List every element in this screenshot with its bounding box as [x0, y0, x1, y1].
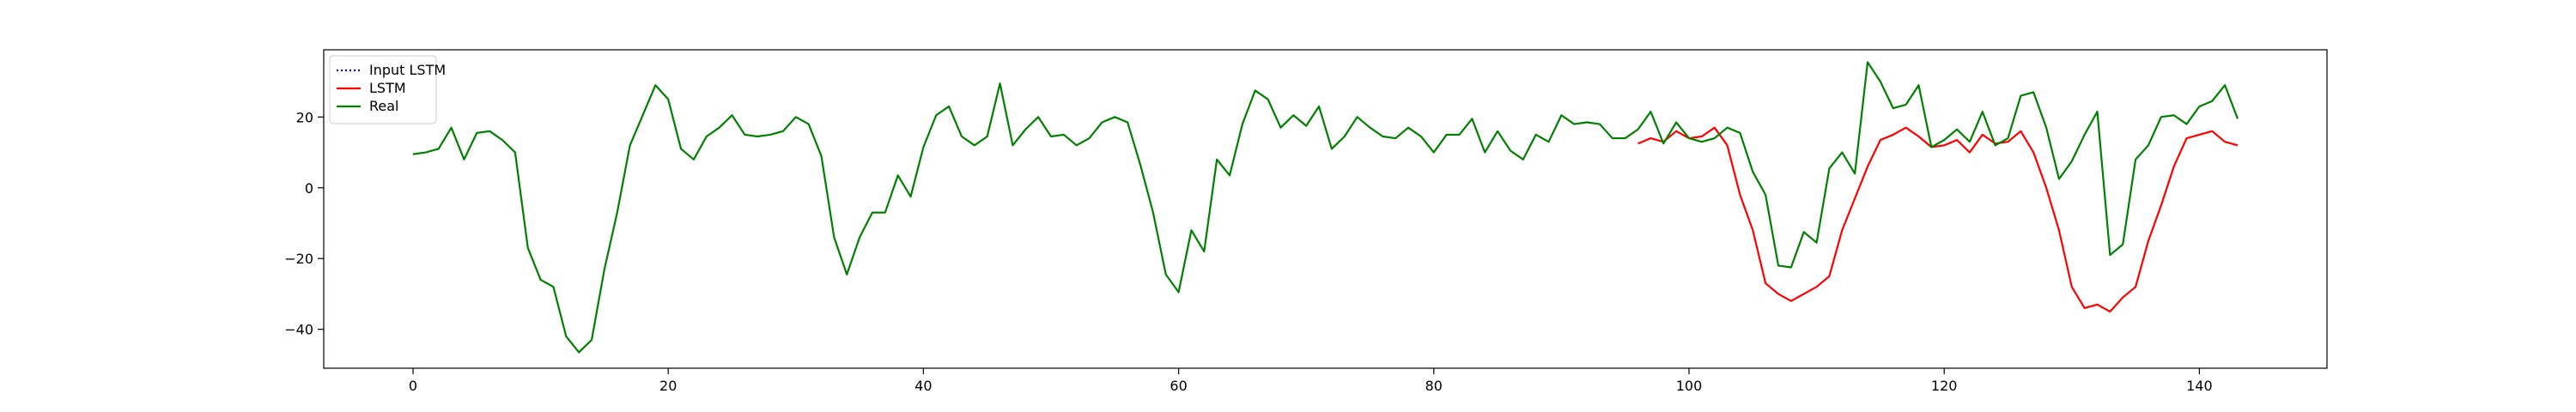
axes-frame: [323, 49, 2328, 369]
series-line-lstm: [1637, 126, 2239, 313]
legend-label: Real: [369, 98, 399, 114]
x-tick-label: 100: [1676, 378, 1703, 394]
series-line-real: [412, 61, 2239, 354]
legend-label: Input LSTM: [369, 62, 446, 78]
x-tick-label: 140: [2186, 378, 2213, 394]
y-tick-label: 0: [305, 180, 313, 197]
x-tick-label: 120: [1931, 378, 1958, 394]
y-tick-label: 20: [296, 109, 313, 125]
y-tick-label: −20: [284, 251, 313, 267]
x-tick-label: 60: [1170, 378, 1187, 394]
x-tick-label: 0: [409, 378, 417, 394]
legend: Input LSTM LSTM Real: [329, 55, 446, 124]
x-tick-label: 20: [659, 378, 677, 394]
x-axis: 0 20 40 60 80 100 120 140: [409, 368, 2213, 394]
x-tick-label: 40: [914, 378, 932, 394]
y-tick-label: −40: [284, 322, 313, 338]
legend-label: LSTM: [369, 80, 406, 96]
series-layer: [412, 61, 2239, 354]
y-axis: −40 −20 0 20: [284, 109, 324, 338]
x-tick-label: 80: [1425, 378, 1443, 394]
plot-area: [324, 50, 2327, 368]
